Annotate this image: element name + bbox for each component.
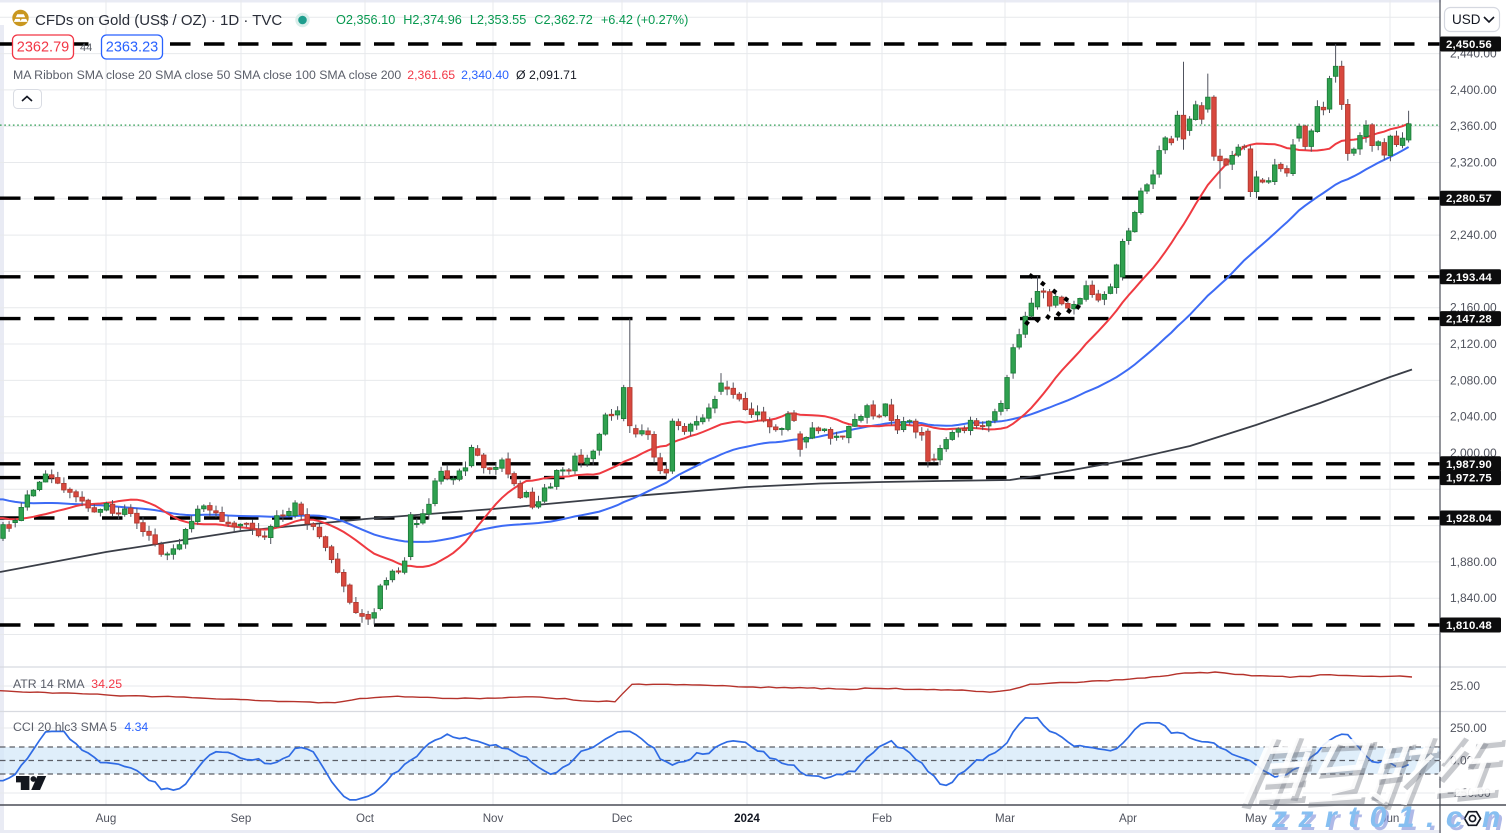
svg-text:Jun: Jun — [1381, 812, 1400, 825]
svg-text:USD: USD — [1452, 12, 1481, 27]
svg-text:2,120.00: 2,120.00 — [1450, 337, 1497, 351]
svg-text:zzrt01.c: zzrt01.c — [1274, 804, 1477, 833]
svg-text:Oct: Oct — [356, 812, 375, 825]
svg-text:1,928.04: 1,928.04 — [1446, 513, 1492, 525]
svg-text:44: 44 — [80, 42, 92, 54]
svg-text:1,810.48: 1,810.48 — [1446, 620, 1492, 632]
svg-text:1,880.00: 1,880.00 — [1450, 555, 1497, 569]
svg-text:CFDs on Gold (US$ / OZ) · 1D ·: CFDs on Gold (US$ / OZ) · 1D · TVC — [35, 12, 282, 29]
svg-text:1,840.00: 1,840.00 — [1450, 591, 1497, 605]
svg-text:Feb: Feb — [872, 812, 892, 825]
svg-text:ATR 14 RMA 34.25: ATR 14 RMA 34.25 — [13, 677, 122, 691]
svg-text:n: n — [1482, 801, 1506, 833]
svg-text:2363.23: 2363.23 — [106, 40, 158, 56]
svg-text:2,147.28: 2,147.28 — [1446, 314, 1492, 326]
svg-text:2,450.56: 2,450.56 — [1446, 39, 1492, 51]
svg-text:2,320.00: 2,320.00 — [1450, 156, 1497, 170]
svg-text:May: May — [1245, 812, 1267, 825]
svg-text:CCI 20 hlc3 SMA 5 4.34: CCI 20 hlc3 SMA 5 4.34 — [13, 720, 148, 734]
svg-text:2,240.00: 2,240.00 — [1450, 228, 1497, 242]
svg-text:Apr: Apr — [1119, 812, 1137, 825]
svg-text:2024: 2024 — [734, 812, 760, 825]
svg-text:MA Ribbon SMA close 20 SMA clo: MA Ribbon SMA close 20 SMA close 50 SMA … — [13, 68, 577, 82]
svg-text:2,360.00: 2,360.00 — [1450, 119, 1497, 133]
svg-text:2,400.00: 2,400.00 — [1450, 83, 1497, 97]
svg-text:Nov: Nov — [483, 812, 504, 825]
svg-text:250.00: 250.00 — [1450, 721, 1487, 735]
svg-text:1,972.75: 1,972.75 — [1446, 473, 1492, 485]
svg-text:2,080.00: 2,080.00 — [1450, 373, 1497, 387]
svg-text:1,987.90: 1,987.90 — [1446, 459, 1492, 471]
svg-text:2,280.57: 2,280.57 — [1446, 193, 1492, 205]
svg-text:Aug: Aug — [96, 812, 117, 825]
svg-text:Sep: Sep — [231, 812, 252, 825]
svg-text:Mar: Mar — [995, 812, 1015, 825]
svg-text:zzrt01.c: zzrt01.c — [1271, 801, 1474, 833]
svg-text:2,040.00: 2,040.00 — [1450, 410, 1497, 424]
svg-text:25.00: 25.00 — [1450, 679, 1480, 693]
svg-text:Dec: Dec — [612, 812, 633, 825]
svg-text:2362.79: 2362.79 — [17, 40, 69, 56]
svg-text:n: n — [1485, 804, 1506, 833]
svg-text:2,193.44: 2,193.44 — [1446, 272, 1492, 284]
